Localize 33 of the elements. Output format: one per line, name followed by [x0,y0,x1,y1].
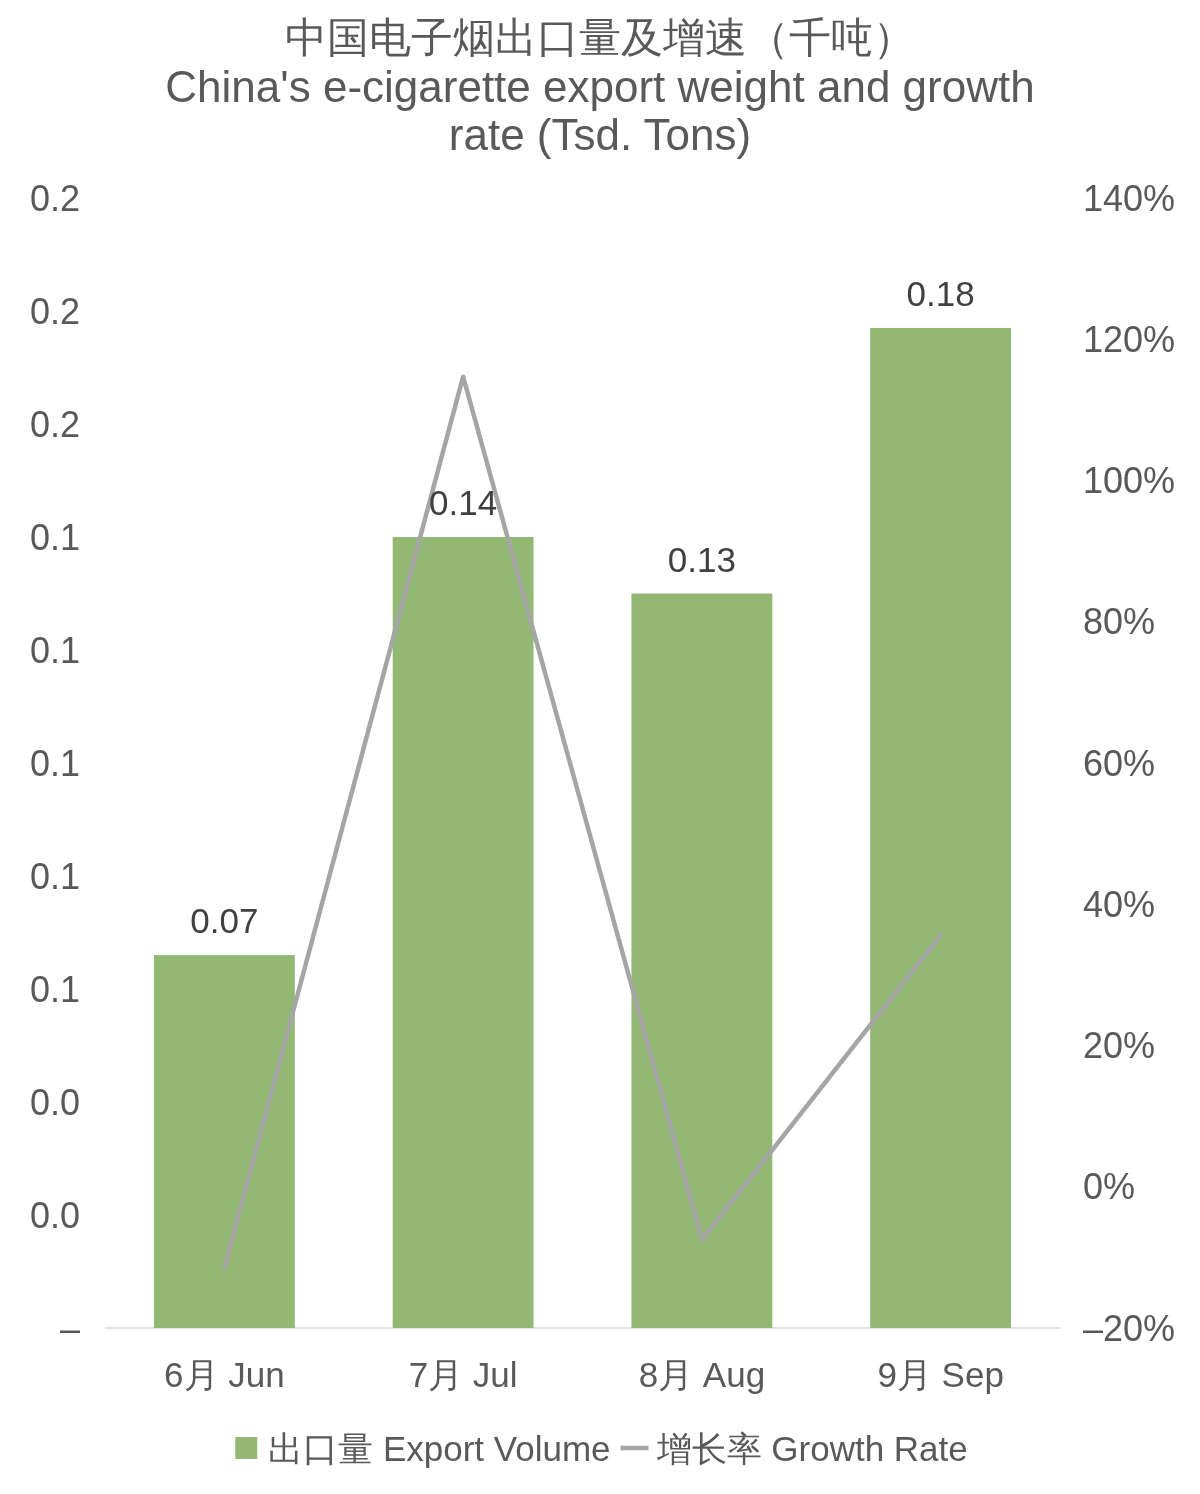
y2-tick-label: 60% [1083,742,1156,784]
y2-tick-label: 120% [1083,318,1176,360]
y-tick-label: 0.1 [29,855,80,897]
y-tick-label: 0.1 [29,968,80,1010]
y-tick-label: – [59,1307,80,1349]
data-label: 0.07 [190,901,259,941]
y2-tick-label: 20% [1083,1025,1156,1066]
y2-tick-label: 40% [1083,883,1156,925]
y2-tick-label: 140% [1083,177,1176,219]
y-tick-label: 0.0 [29,1081,80,1123]
y2-tick-label: 80% [1083,601,1156,643]
y-tick-label: 0.1 [29,629,80,671]
y-tick-label: 0.1 [29,742,80,784]
x-tick-label: 9月 Sep [877,1355,1004,1394]
y2-tick-label: 0% [1083,1166,1136,1208]
x-tick-label: 6月 Jun [164,1355,285,1394]
y-tick-label: 0.1 [29,516,80,558]
legend-label: 增长率 Growth Rate [656,1428,968,1468]
y2-tick-label: 100% [1083,460,1176,501]
title: 中国电子烟出口量及增速（千吨） [285,14,915,61]
x-tick-label: 7月 Jul [408,1355,518,1394]
data-label: 0.14 [429,483,498,522]
y-tick-label: 0.2 [29,177,80,219]
y-tick-label: 0.2 [29,290,80,332]
y-tick-label: 0.0 [29,1194,80,1236]
y2-tick-label: –20% [1083,1307,1176,1349]
data-label: 0.18 [906,273,975,313]
subtitle: rate (Tsd. Tons) [448,110,752,159]
data-label: 0.13 [667,539,736,579]
y-tick-label: 0.2 [29,403,80,445]
subtitle: China's e-cigarette export weight and growth [165,62,1035,111]
x-tick-label: 8月 Aug [638,1355,766,1394]
legend-label: 出口量 Export Volume [268,1428,611,1468]
